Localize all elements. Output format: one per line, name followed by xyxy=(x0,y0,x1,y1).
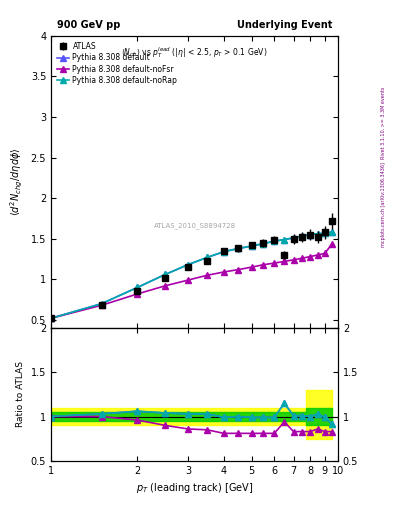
Pythia 8.308 default xyxy=(185,262,190,268)
Line: Pythia 8.308 default: Pythia 8.308 default xyxy=(48,229,334,321)
Pythia 8.308 default-noFsr xyxy=(135,291,140,297)
Pythia 8.308 default-noFsr xyxy=(49,315,53,322)
Legend: ATLAS, Pythia 8.308 default, Pythia 8.308 default-noFsr, Pythia 8.308 default-no: ATLAS, Pythia 8.308 default, Pythia 8.30… xyxy=(55,39,180,87)
Pythia 8.308 default-noFsr xyxy=(282,259,286,265)
Pythia 8.308 default-noRap xyxy=(236,245,241,251)
Text: $\langle N_{ch}\rangle$ vs $p_T^{lead}$ ($|\eta|$ < 2.5, $p_T$ > 0.1 GeV): $\langle N_{ch}\rangle$ vs $p_T^{lead}$ … xyxy=(121,45,268,59)
Pythia 8.308 default-noRap xyxy=(291,235,296,241)
Pythia 8.308 default-noRap xyxy=(308,231,312,238)
Pythia 8.308 default-noRap xyxy=(222,249,226,255)
Pythia 8.308 default xyxy=(329,229,334,236)
Pythia 8.308 default-noRap xyxy=(135,284,140,290)
Pythia 8.308 default-noFsr xyxy=(236,266,241,272)
Text: 900 GeV pp: 900 GeV pp xyxy=(57,20,120,30)
Text: Rivet 3.1.10, >= 3.3M events: Rivet 3.1.10, >= 3.3M events xyxy=(381,87,386,159)
Pythia 8.308 default-noFsr xyxy=(272,260,277,266)
Pythia 8.308 default-noRap xyxy=(249,243,254,249)
Pythia 8.308 default xyxy=(315,231,320,237)
Pythia 8.308 default xyxy=(261,241,266,247)
Line: Pythia 8.308 default-noRap: Pythia 8.308 default-noRap xyxy=(48,229,334,321)
Pythia 8.308 default-noFsr xyxy=(329,241,334,247)
Pythia 8.308 default-noRap xyxy=(185,262,190,268)
Text: Underlying Event: Underlying Event xyxy=(237,20,332,30)
Line: Pythia 8.308 default-noFsr: Pythia 8.308 default-noFsr xyxy=(48,242,334,321)
Pythia 8.308 default-noRap xyxy=(99,301,104,307)
Pythia 8.308 default xyxy=(300,233,305,240)
Text: ATLAS_2010_S8894728: ATLAS_2010_S8894728 xyxy=(154,222,235,229)
Pythia 8.308 default xyxy=(135,284,140,290)
Text: mcplots.cern.ch [arXiv:1306.3436]: mcplots.cern.ch [arXiv:1306.3436] xyxy=(381,162,386,247)
Pythia 8.308 default-noFsr xyxy=(308,253,312,260)
Pythia 8.308 default xyxy=(99,301,104,307)
Pythia 8.308 default xyxy=(205,254,209,261)
Pythia 8.308 default-noFsr xyxy=(249,264,254,270)
Pythia 8.308 default-noFsr xyxy=(315,252,320,258)
Pythia 8.308 default-noFsr xyxy=(99,302,104,308)
Pythia 8.308 default-noFsr xyxy=(323,250,327,257)
Y-axis label: Ratio to ATLAS: Ratio to ATLAS xyxy=(16,361,25,428)
Pythia 8.308 default xyxy=(49,315,53,322)
Pythia 8.308 default-noFsr xyxy=(163,283,167,289)
Pythia 8.308 default-noFsr xyxy=(185,277,190,283)
Pythia 8.308 default-noRap xyxy=(261,241,266,247)
Pythia 8.308 default-noFsr xyxy=(291,257,296,263)
Pythia 8.308 default xyxy=(291,235,296,241)
Pythia 8.308 default-noRap xyxy=(300,233,305,240)
Pythia 8.308 default xyxy=(272,238,277,244)
Pythia 8.308 default-noRap xyxy=(329,229,334,236)
Pythia 8.308 default xyxy=(308,231,312,238)
Pythia 8.308 default-noRap xyxy=(205,254,209,261)
Pythia 8.308 default-noFsr xyxy=(222,269,226,275)
Pythia 8.308 default-noRap xyxy=(49,315,53,322)
Pythia 8.308 default-noRap xyxy=(163,271,167,278)
Y-axis label: $\langle d^2 N_{chg}/d\eta d\phi \rangle$: $\langle d^2 N_{chg}/d\eta d\phi \rangle… xyxy=(9,147,25,216)
Pythia 8.308 default xyxy=(222,249,226,255)
Pythia 8.308 default xyxy=(163,271,167,278)
Pythia 8.308 default-noRap xyxy=(282,237,286,243)
Pythia 8.308 default xyxy=(249,243,254,249)
Pythia 8.308 default-noRap xyxy=(272,238,277,244)
Pythia 8.308 default-noFsr xyxy=(261,262,266,268)
Pythia 8.308 default xyxy=(236,245,241,251)
Pythia 8.308 default xyxy=(282,237,286,243)
Pythia 8.308 default xyxy=(323,230,327,236)
X-axis label: $p_T$ (leading track) [GeV]: $p_T$ (leading track) [GeV] xyxy=(136,481,253,495)
Pythia 8.308 default-noRap xyxy=(315,231,320,237)
Pythia 8.308 default-noRap xyxy=(323,230,327,236)
Pythia 8.308 default-noFsr xyxy=(300,255,305,261)
Pythia 8.308 default-noFsr xyxy=(205,272,209,279)
